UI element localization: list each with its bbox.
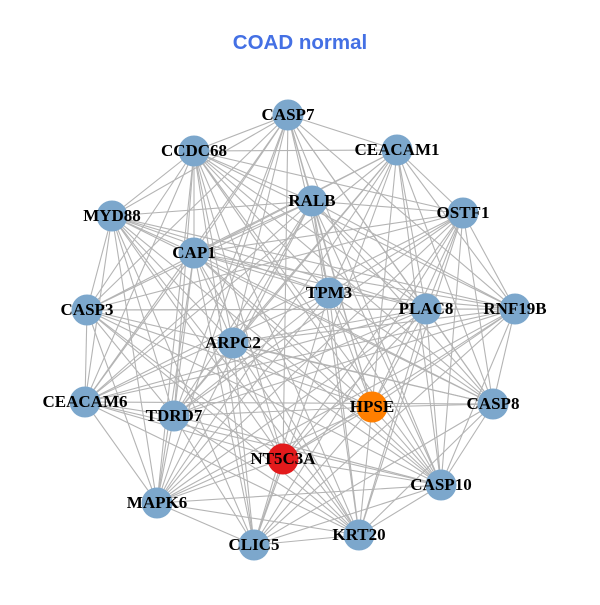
svg-text:ARPC2: ARPC2 <box>205 333 261 352</box>
svg-text:TDRD7: TDRD7 <box>146 406 203 425</box>
svg-text:CAP1: CAP1 <box>172 243 215 262</box>
svg-text:CASP7: CASP7 <box>262 105 315 124</box>
svg-text:RALB: RALB <box>288 191 335 210</box>
svg-text:CASP10: CASP10 <box>410 475 471 494</box>
svg-text:CLIC5: CLIC5 <box>228 535 279 554</box>
svg-text:CEACAM1: CEACAM1 <box>355 140 440 159</box>
svg-text:CCDC68: CCDC68 <box>161 141 227 160</box>
svg-text:MYD88: MYD88 <box>83 206 141 225</box>
svg-text:OSTF1: OSTF1 <box>437 203 490 222</box>
svg-text:MAPK6: MAPK6 <box>127 493 187 512</box>
svg-text:CASP3: CASP3 <box>61 300 114 319</box>
svg-text:TPM3: TPM3 <box>306 283 352 302</box>
svg-text:PLAC8: PLAC8 <box>399 299 454 318</box>
svg-text:HPSE: HPSE <box>350 397 394 416</box>
svg-text:NT5C3A: NT5C3A <box>250 449 316 468</box>
svg-text:CEACAM6: CEACAM6 <box>43 392 128 411</box>
svg-text:CASP8: CASP8 <box>467 394 520 413</box>
svg-text:KRT20: KRT20 <box>332 525 385 544</box>
svg-text:RNF19B: RNF19B <box>483 299 546 318</box>
